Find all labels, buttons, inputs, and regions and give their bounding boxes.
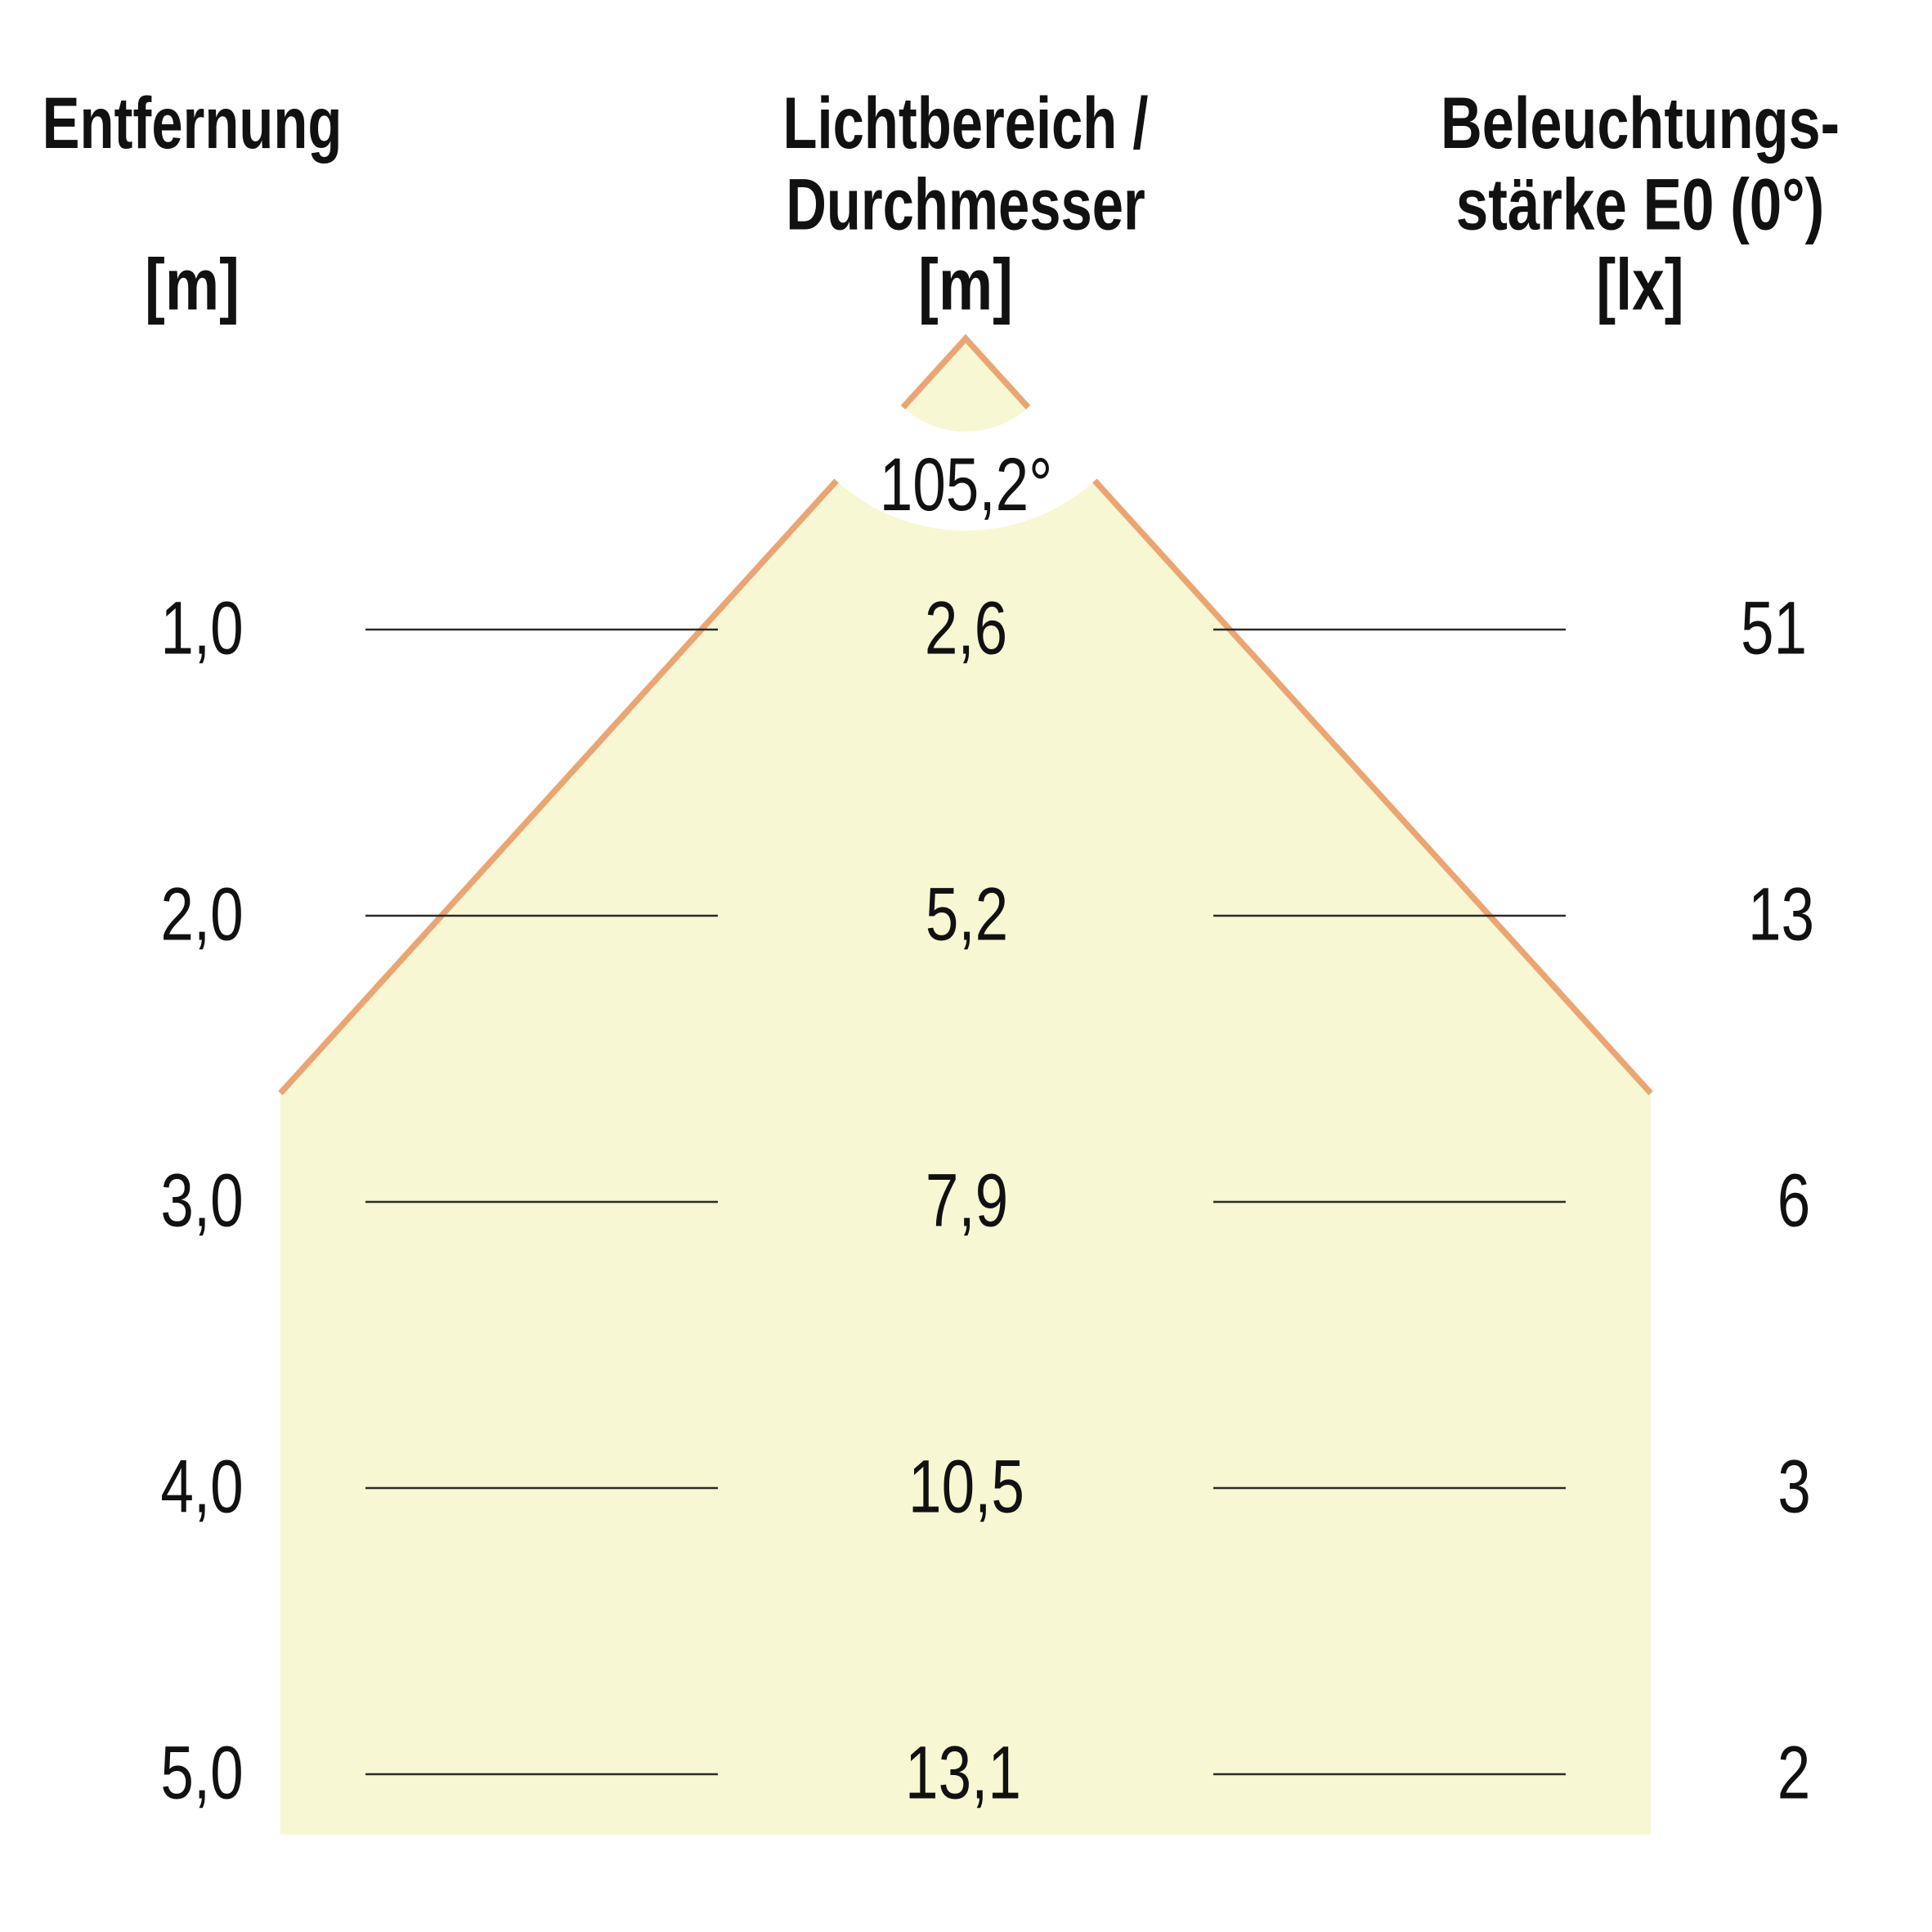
- svg-text:10,5: 10,5: [908, 1444, 1024, 1528]
- svg-text:4,0: 4,0: [160, 1444, 243, 1528]
- svg-text:13: 13: [1748, 872, 1814, 956]
- svg-text:3,0: 3,0: [160, 1158, 243, 1242]
- svg-text:[m]: [m]: [918, 244, 1013, 325]
- svg-text:2,0: 2,0: [160, 872, 243, 956]
- svg-text:1,0: 1,0: [160, 585, 243, 670]
- svg-text:6: 6: [1777, 1158, 1811, 1242]
- svg-text:5,2: 5,2: [926, 872, 1008, 956]
- svg-text:2,6: 2,6: [925, 585, 1007, 670]
- svg-text:Durchmesser: Durchmesser: [786, 164, 1145, 245]
- svg-text:Lichtbereich /: Lichtbereich /: [782, 82, 1148, 164]
- svg-text:2: 2: [1777, 1730, 1811, 1814]
- svg-text:51: 51: [1741, 585, 1807, 670]
- svg-text:[m]: [m]: [145, 244, 240, 325]
- svg-text:13,1: 13,1: [905, 1730, 1021, 1814]
- svg-text:5,0: 5,0: [160, 1730, 243, 1814]
- svg-text:Entfernung: Entfernung: [43, 82, 343, 164]
- svg-text:Beleuchtungs-: Beleuchtungs-: [1441, 83, 1840, 164]
- svg-text:[lx]: [lx]: [1596, 244, 1683, 325]
- svg-text:3: 3: [1777, 1444, 1811, 1528]
- svg-text:stärke E0 (0°): stärke E0 (0°): [1456, 164, 1825, 246]
- svg-text:7,9: 7,9: [926, 1158, 1008, 1242]
- svg-text:105,2°: 105,2°: [880, 442, 1053, 527]
